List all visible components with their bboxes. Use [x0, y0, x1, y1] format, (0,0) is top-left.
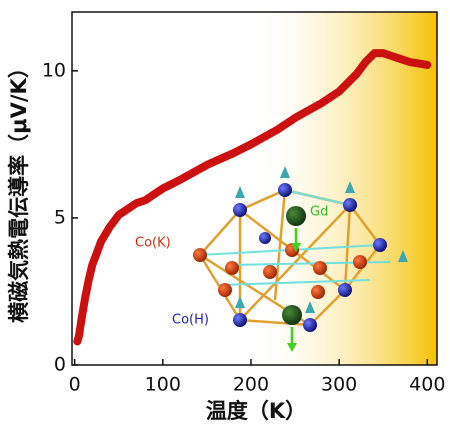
x-tick-label: 0 [69, 374, 81, 396]
x-tick-label: 100 [145, 374, 181, 396]
y-tick-label: 10 [42, 59, 66, 81]
y-axis-label: 横磁気熱電伝導率（μV/K） [7, 57, 31, 323]
annotation: Gd [310, 205, 328, 220]
x-axis-label: 温度（K） [206, 399, 306, 423]
x-tick-label: 300 [321, 374, 357, 396]
x-tick-label: 200 [233, 374, 269, 396]
y-tick-label: 5 [54, 206, 66, 228]
data-line [73, 49, 432, 346]
annotation: Co(H) [172, 313, 209, 328]
plot-frame [71, 11, 438, 366]
x-tick-label: 400 [409, 374, 445, 396]
y-tick-label: 0 [54, 354, 66, 376]
annotation: Co(K) [135, 236, 171, 251]
crystal-structure: Co(K) Co(H) Gd [135, 166, 408, 352]
